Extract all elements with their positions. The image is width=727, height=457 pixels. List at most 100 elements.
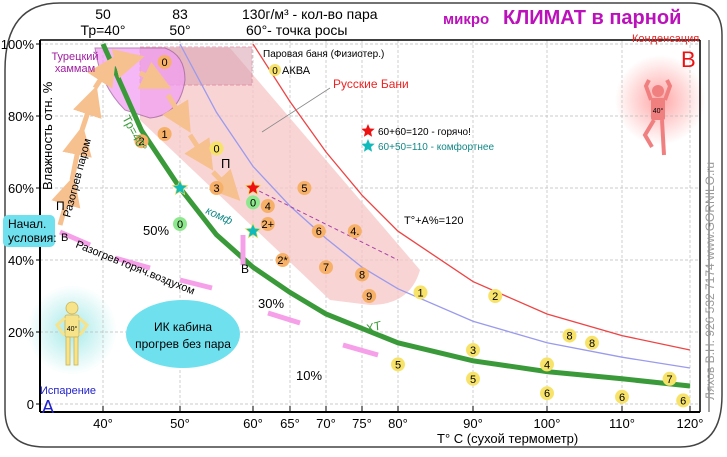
data-point-label: 1: [162, 129, 168, 141]
data-point-label: 8: [566, 331, 572, 343]
y-axis-label: Влажность отн. %: [40, 81, 55, 190]
data-point-label: 2*: [277, 255, 288, 267]
data-point: [540, 357, 554, 372]
condensation-figure: [642, 79, 673, 156]
data-point-label: 4: [265, 201, 271, 213]
legend-hot-star: [361, 124, 375, 137]
data-point: [347, 224, 362, 239]
steam-heating-arrow: [51, 175, 81, 226]
y-tick-label: 0: [27, 397, 34, 412]
start-conditions-1: Начал.: [8, 217, 46, 231]
start-conditions-2: условия:: [8, 231, 57, 245]
dew-40: Тр=40°: [81, 22, 126, 38]
x-tick-label: 65°: [280, 416, 300, 431]
data-point-label: 3: [213, 183, 219, 195]
x-tick-label: 60°: [243, 416, 263, 431]
legend-hot-label: 60+60=120 - горячо!: [378, 127, 471, 138]
y-tick-label: 40%: [8, 253, 34, 268]
star-marker: [244, 222, 262, 239]
data-point: [209, 141, 224, 156]
ir-cabin-label-2: прогрев без пара: [135, 337, 231, 351]
data-point: [562, 328, 577, 343]
akva-label: АКВА: [282, 65, 311, 77]
russian-bath-label: Русские Бани: [333, 77, 409, 91]
steam-heating-arrow: [162, 93, 191, 133]
data-point-label: 5: [470, 374, 476, 386]
pct10-label: 10%: [296, 368, 322, 383]
evaporation-label: Испарение: [40, 385, 96, 397]
steam-heating-arrow: [137, 61, 172, 89]
data-point: [260, 217, 275, 231]
data-point-label: 8: [359, 269, 365, 281]
data-point: [676, 393, 691, 408]
arrows: [51, 49, 379, 358]
data-point: [362, 289, 377, 303]
pct50-label: 50%: [143, 223, 169, 238]
x-tick-label: 75°: [352, 416, 372, 431]
hammam-label-1: Турецкий: [51, 51, 98, 63]
russian-bath-band: [140, 48, 420, 305]
y-tick-label: 60%: [8, 181, 34, 196]
data-point-label: 7: [323, 262, 329, 274]
data-point-label: 7: [667, 374, 673, 386]
ir-cabin-label-1: ИК кабина: [154, 320, 212, 334]
data-point: [209, 181, 224, 195]
side-author-text: Ляхов В.Н. 926 532 7174 www.GORNILO.ru: [703, 162, 717, 400]
steam-heating-arrow: [87, 55, 117, 90]
russian-bath-leader: [261, 87, 331, 133]
data-point: [466, 371, 480, 386]
outer-frame: [4, 2, 723, 448]
evaporation-figure: [54, 301, 90, 366]
x-tick-label: 70°: [316, 416, 336, 431]
data-point: [466, 343, 480, 357]
ir-cabin-ellipse: [126, 300, 240, 368]
data-point: [413, 285, 428, 300]
sum-line-label: T°+A%=120: [404, 215, 463, 227]
b-corner-label: В: [681, 47, 696, 72]
data-point-label: 1: [417, 287, 423, 299]
evaporation-figure-temp: 40°: [67, 325, 78, 333]
data-point: [585, 335, 599, 350]
x-tick-label: 90°: [463, 416, 483, 431]
vapor-50: 50: [95, 6, 111, 22]
x-tick-label: 80°: [388, 416, 408, 431]
data-point-label: 8: [589, 338, 595, 350]
x-tick-label: 120°: [677, 416, 704, 431]
condensation-label: Конденсация: [632, 33, 699, 45]
data-point-label: 6: [544, 388, 550, 400]
data-point: [488, 289, 503, 303]
star-marker: [244, 179, 262, 196]
data-point: [173, 217, 187, 231]
data-point: [319, 260, 333, 275]
data-point-label: 6: [680, 395, 686, 407]
xt-label: ХТ: [363, 318, 384, 336]
series-line-2: [252, 43, 691, 351]
data-point-label: 3: [470, 345, 476, 357]
data-point-label: 6: [619, 392, 625, 404]
data-point-label: 0: [162, 57, 168, 69]
air-heating-arrow: [114, 255, 151, 271]
data-point-label: 4: [544, 359, 550, 371]
v-letter-mid: В: [241, 262, 249, 276]
vapor-130: 130г/м³ - кол-во пара: [242, 6, 378, 22]
data-point-label: 2: [138, 136, 144, 148]
data-point-label: 0: [213, 143, 219, 155]
data-point: [157, 127, 172, 141]
y-tick-label: 80%: [8, 109, 34, 124]
steam-heating-arrow: [208, 168, 241, 201]
vapor-83: 83: [172, 6, 188, 22]
data-point-label: 4.: [350, 226, 359, 238]
data-point-label: 2: [492, 291, 498, 303]
dew-50: 50°: [169, 22, 190, 38]
v-letter-left: В: [61, 232, 68, 244]
data-point: [157, 55, 172, 69]
x-tick-label: 100°: [534, 416, 561, 431]
steam-heating-arrow: [62, 125, 92, 181]
steam-heating-arrow: [184, 133, 214, 171]
data-point-label: 5: [301, 183, 307, 195]
legend-comfort-label: 60+50=110 - комфортнее: [378, 141, 494, 153]
x-tick-label: 40°: [93, 416, 113, 431]
air-heating-arrow: [267, 310, 301, 326]
